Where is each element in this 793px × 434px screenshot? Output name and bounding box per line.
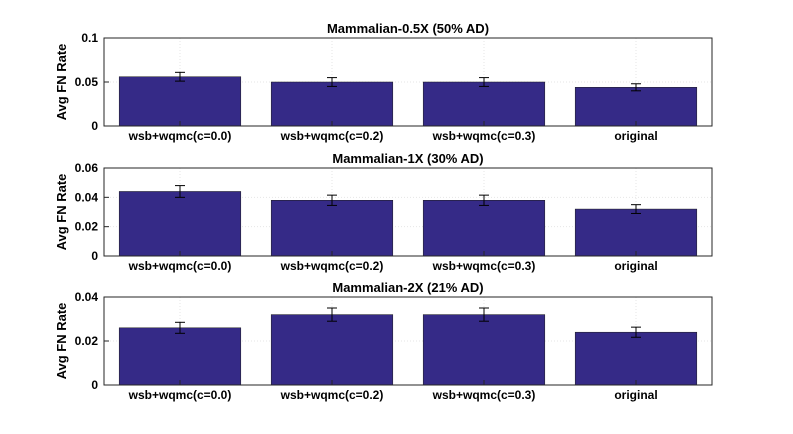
chart-panel-1: 0 0.05 0.1 wsb+wqmc(c=0.0) wsb+wqmc(c=0.2) ws…	[54, 21, 713, 143]
y-tick-label: 0	[91, 249, 98, 263]
error-bar	[327, 194, 337, 206]
error-bar	[631, 204, 641, 214]
axes-box	[103, 167, 713, 257]
bar	[118, 191, 242, 257]
x-tick-label: original	[614, 259, 657, 273]
chart-title: Mammalian-1X (30% AD)	[332, 151, 483, 166]
bar	[270, 314, 394, 386]
bar	[574, 87, 698, 127]
y-tick-label: 0.02	[75, 334, 99, 348]
error-bar	[479, 77, 489, 87]
x-tick-label: wsb+wqmc(c=0.3)	[432, 388, 536, 402]
y-axis-label: Avg FN Rate	[54, 303, 69, 380]
y-tick-label: 0.06	[75, 161, 99, 175]
error-bar	[175, 321, 185, 334]
y-tick-label: 0.04	[75, 190, 99, 204]
x-tick-label: wsb+wqmc(c=0.2)	[280, 388, 384, 402]
y-tick-label: 0.1	[81, 31, 98, 45]
chart-panel-2: 0 0.02 0.04 0.06 wsb+wqmc(c=0.0) wsb+wqmc(c=0…	[54, 151, 713, 273]
bar	[422, 200, 546, 257]
chart-title: Mammalian-2X (21% AD)	[332, 280, 483, 295]
bar	[118, 327, 242, 386]
error-bar	[327, 77, 337, 87]
bar	[574, 208, 698, 257]
chart-panel-3: 0 0.02 0.04 wsb+wqmc(c=0.0) wsb+wqmc(c=0.2) w…	[54, 280, 713, 402]
x-tick-label: wsb+wqmc(c=0.2)	[280, 259, 384, 273]
bar	[270, 200, 394, 257]
x-tick-label: wsb+wqmc(c=0.2)	[280, 129, 384, 143]
error-bar	[631, 83, 641, 92]
x-tick-label: wsb+wqmc(c=0.3)	[432, 259, 536, 273]
chart-title: Mammalian-0.5X (50% AD)	[327, 21, 489, 36]
y-tick-label: 0.05	[75, 75, 99, 89]
bar	[422, 81, 546, 127]
x-tick-label: wsb+wqmc(c=0.0)	[128, 259, 232, 273]
error-bar	[631, 326, 641, 338]
x-tick-label: wsb+wqmc(c=0.3)	[432, 129, 536, 143]
bar	[270, 81, 394, 127]
error-bar	[479, 307, 489, 322]
y-axis-label: Avg FN Rate	[54, 44, 69, 121]
y-tick-label: 0	[91, 119, 98, 133]
x-tick-label: wsb+wqmc(c=0.0)	[128, 388, 232, 402]
y-tick-label: 0	[91, 378, 98, 392]
x-tick-label: original	[614, 388, 657, 402]
error-bar	[175, 185, 185, 198]
bar	[574, 331, 698, 386]
bar	[118, 76, 242, 127]
y-tick-label: 0.02	[75, 220, 99, 234]
x-tick-label: wsb+wqmc(c=0.0)	[128, 129, 232, 143]
y-axis-label: Avg FN Rate	[54, 174, 69, 251]
error-bar	[327, 307, 337, 322]
x-tick-label: original	[614, 129, 657, 143]
bar	[422, 314, 546, 386]
error-bar	[479, 194, 489, 206]
y-tick-label: 0.04	[75, 290, 99, 304]
error-bar	[175, 71, 185, 82]
